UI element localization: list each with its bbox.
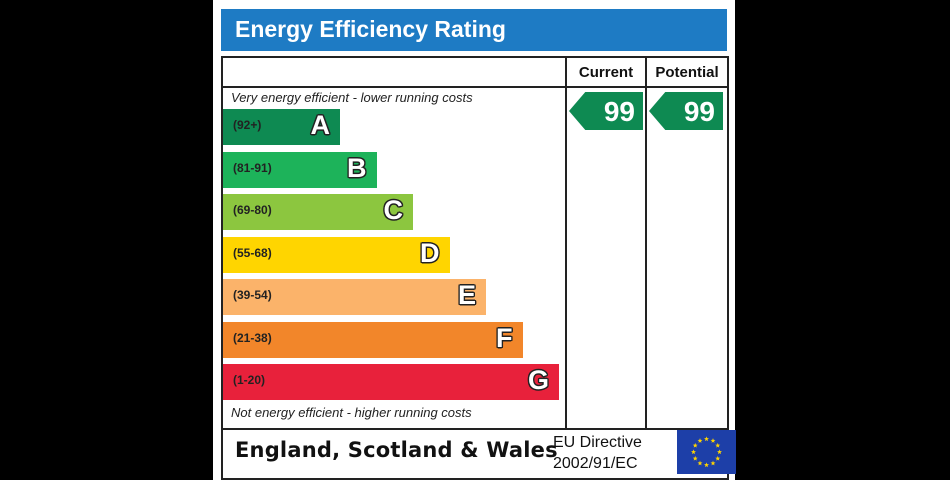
eu-star-icon	[710, 438, 716, 443]
band-range-label: (1-20)	[233, 373, 266, 387]
eu-flag-icon	[677, 430, 736, 474]
current-column-header: Current	[578, 64, 634, 81]
eu-star-icon	[692, 442, 698, 448]
band-letter-label: D	[420, 237, 440, 268]
chart-title: Energy Efficiency Rating	[235, 16, 506, 42]
band-range-label: (21-38)	[233, 330, 272, 345]
band-b: (81-91) B	[223, 151, 377, 188]
band-range-label: (92+)	[233, 118, 262, 132]
potential-column-header: Potential	[655, 64, 719, 81]
footer-divider	[223, 428, 727, 430]
eu-star-icon	[715, 442, 721, 448]
footer-directive: EU Directive 2002/91/EC	[553, 432, 642, 474]
eu-star-icon	[717, 449, 722, 455]
title-bar: Energy Efficiency Rating	[221, 9, 727, 51]
eu-star-icon	[692, 455, 698, 461]
top-caption: Very energy efficient - lower running co…	[231, 90, 473, 105]
bottom-caption: Not energy efficient - higher running co…	[231, 405, 472, 420]
header-divider	[223, 86, 727, 88]
band-e: (39-54) E	[223, 279, 486, 315]
footer-region: England, Scotland & Wales	[235, 438, 558, 462]
potential-rating-value: 99	[683, 96, 715, 127]
eu-star-icon	[697, 438, 703, 443]
band-g: (1-20) G	[223, 364, 559, 400]
eu-star-icon	[704, 462, 709, 468]
current-column-divider	[565, 58, 567, 428]
potential-rating-arrow: 99	[649, 92, 723, 130]
band-range-label: (69-80)	[233, 203, 272, 217]
eu-stars	[691, 436, 722, 468]
directive-line2: 2002/91/EC	[553, 455, 638, 472]
band-letter-label: E	[457, 280, 476, 310]
band-d: (55-68) D	[223, 236, 450, 273]
band-letter-label: G	[527, 365, 549, 395]
current-rating-value: 99	[603, 96, 635, 127]
band-letter-label: B	[347, 152, 367, 183]
band-range-label: (81-91)	[233, 160, 272, 175]
eu-star-icon	[715, 455, 721, 461]
directive-line1: EU Directive	[553, 434, 642, 451]
current-rating-arrow: 99	[569, 92, 643, 130]
band-range-label: (55-68)	[233, 245, 272, 260]
band-range-label: (39-54)	[233, 288, 272, 302]
band-c: (69-80) C	[223, 194, 413, 230]
band-a: (92+) A	[223, 109, 340, 145]
band-f: (21-38) F	[223, 321, 523, 358]
eu-star-icon	[697, 460, 703, 466]
eu-star-icon	[704, 436, 709, 442]
rating-frame: Current Potential Very energy efficient …	[221, 56, 736, 480]
band-letter-label: C	[383, 195, 404, 225]
potential-column-divider	[645, 58, 647, 428]
band-letter-label: F	[496, 322, 513, 353]
epc-panel: Energy Efficiency Rating Current Potenti…	[213, 0, 736, 480]
band-letter-label: A	[310, 110, 331, 140]
eu-star-icon	[691, 449, 696, 455]
eu-star-icon	[710, 460, 716, 466]
